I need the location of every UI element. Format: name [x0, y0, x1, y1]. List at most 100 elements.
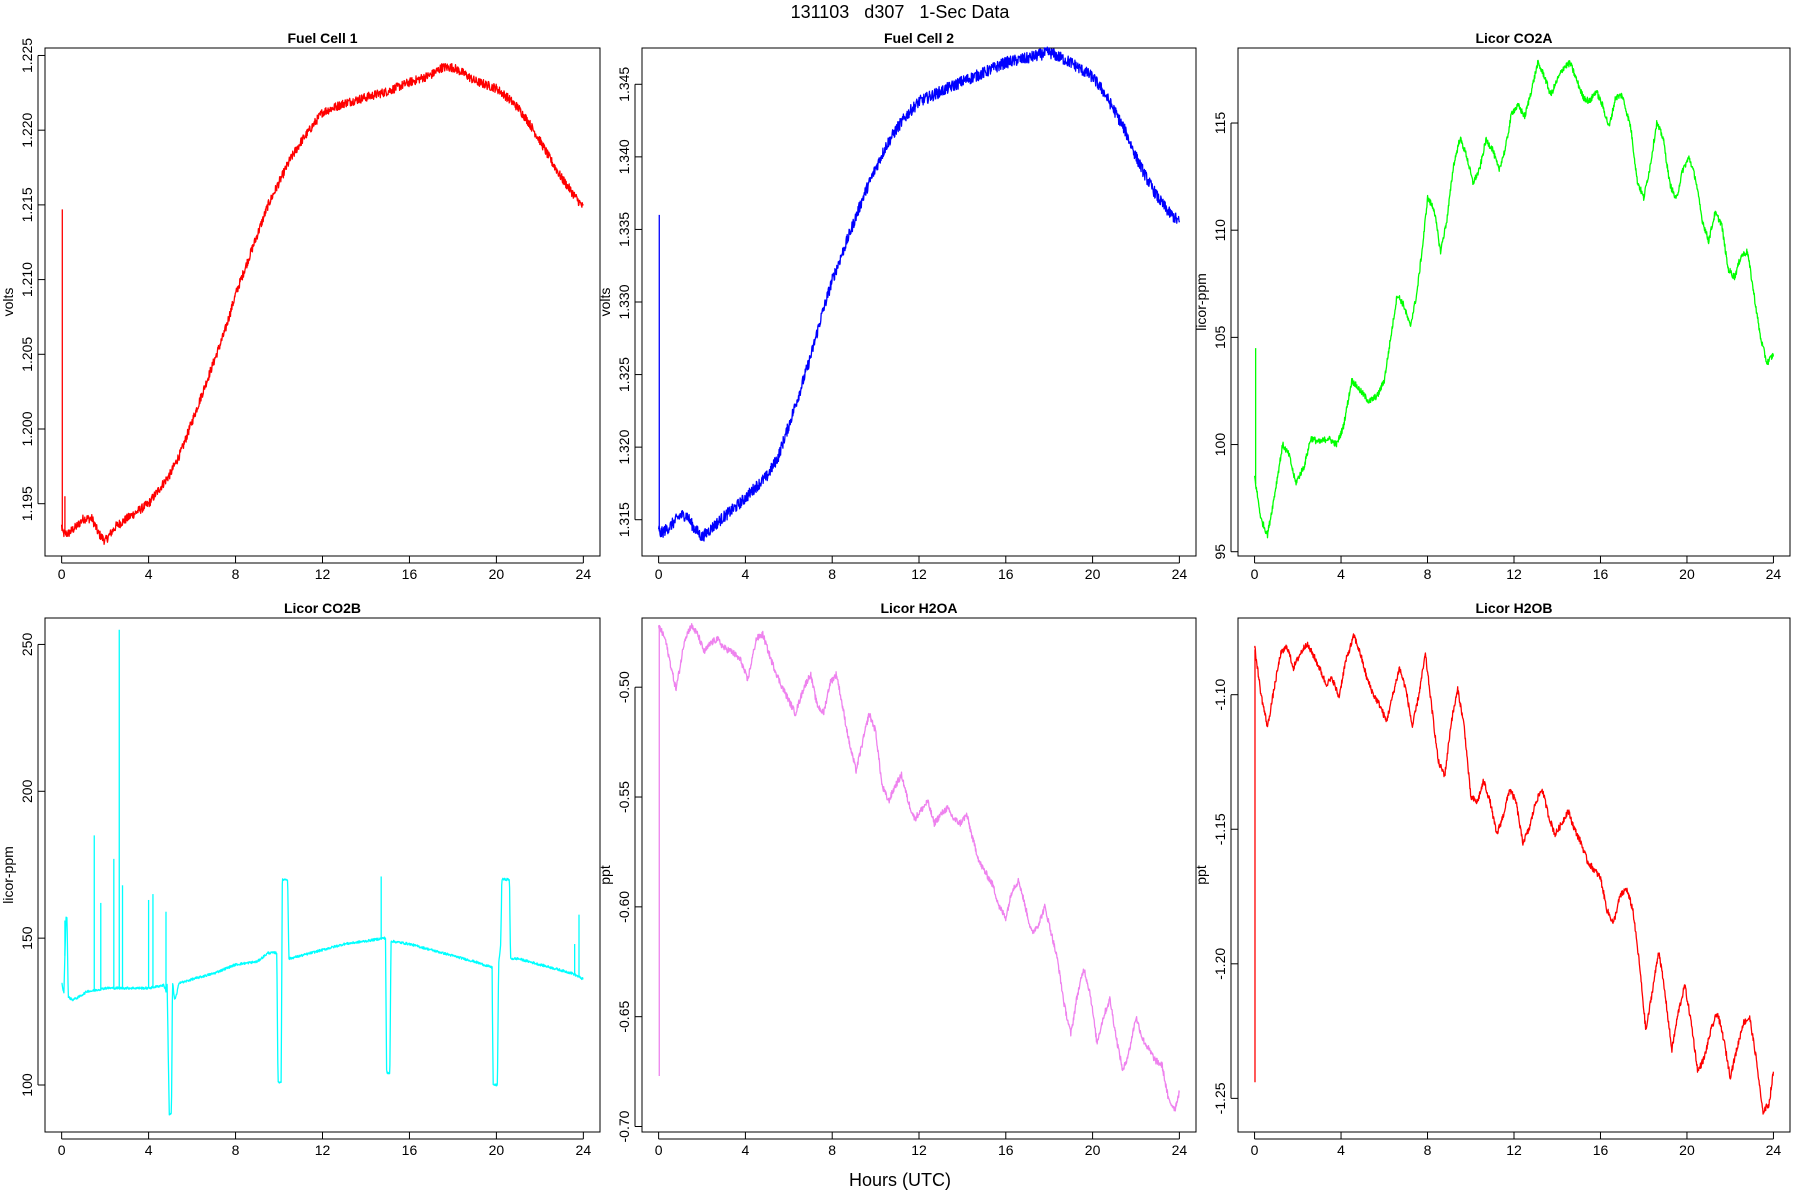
y-axis-label: ppt: [1193, 865, 1209, 885]
series-line-1: [60, 62, 584, 545]
y-axis-label: volts: [0, 288, 16, 317]
y-tick-label: 1.205: [19, 337, 35, 372]
chart-title: Fuel Cell 1: [287, 30, 357, 46]
x-tick-label: 24: [1172, 1142, 1188, 1158]
y-tick-label: 1.330: [616, 284, 632, 319]
y-tick-label: 1.345: [616, 67, 632, 102]
chart-panel-5: Licor H2OA ppt 0 4 8 12 16 20 24 -0.70 -0.65 -0.60 -…: [597, 600, 1197, 1158]
y-axis-label: ppt: [597, 865, 613, 885]
x-tick-label: 12: [911, 1142, 927, 1158]
y-tick-label: -0.55: [616, 781, 632, 813]
x-tick-label: 16: [998, 566, 1014, 582]
x-tick-label: 20: [489, 1142, 505, 1158]
plot-frame: [1237, 47, 1791, 557]
y-axis-label: volts: [597, 288, 613, 317]
x-tick-label: 12: [315, 1142, 331, 1158]
x-tick-label: 12: [1506, 1142, 1522, 1158]
x-tick-label: 4: [1337, 566, 1345, 582]
y-tick-label: 250: [19, 633, 35, 657]
x-axis-label: Hours (UTC): [849, 1170, 951, 1190]
x-tick-label: 4: [1337, 1142, 1345, 1158]
chart-title: Fuel Cell 2: [884, 30, 954, 46]
x-tick-label: 16: [1593, 566, 1609, 582]
y-tick-label: -1.25: [1212, 1082, 1228, 1114]
plot-frame: [44, 47, 601, 557]
x-tick-label: 20: [1085, 566, 1101, 582]
y-axis-label: licor-ppm: [1193, 273, 1209, 331]
x-tick-label: 4: [742, 566, 750, 582]
y-tick-label: 115: [1212, 112, 1228, 135]
chart-panel-6: Licor H2OB ppt 0 4 8 12 16 20 24 -1.25 -1.20 -1.15 -…: [1193, 600, 1791, 1158]
x-tick-label: 16: [1593, 1142, 1609, 1158]
x-tick-label: 8: [1424, 566, 1432, 582]
chart-title: Licor CO2A: [1475, 30, 1552, 46]
x-tick-label: 4: [742, 1142, 750, 1158]
x-tick-label: 8: [828, 566, 836, 582]
x-tick-label: 4: [145, 566, 153, 582]
series-line-1: [657, 46, 1181, 542]
x-tick-label: 24: [576, 1142, 592, 1158]
y-tick-label: 1.315: [616, 502, 632, 537]
x-tick-label: 24: [1172, 566, 1188, 582]
y-tick-label: 150: [19, 926, 35, 950]
x-tick-label: 16: [402, 566, 418, 582]
x-tick-label: 20: [489, 566, 505, 582]
y-tick-label: -1.15: [1212, 813, 1228, 845]
y-tick-label: 1.195: [19, 486, 35, 521]
x-tick-label: 8: [232, 1142, 240, 1158]
x-tick-label: 0: [655, 566, 663, 582]
y-tick-label: -1.10: [1212, 679, 1228, 711]
x-tick-label: 4: [145, 1142, 153, 1158]
y-tick-label: 1.210: [19, 262, 35, 297]
x-tick-label: 0: [58, 1142, 66, 1158]
x-tick-label: 8: [1424, 1142, 1432, 1158]
plot-frame: [641, 47, 1197, 557]
y-tick-label: 200: [19, 779, 35, 803]
figure-title: 131103 d307 1-Sec Data: [790, 2, 1010, 22]
y-tick-label: 1.320: [616, 429, 632, 464]
chart-title: Licor H2OA: [880, 600, 957, 616]
x-tick-label: 24: [1766, 1142, 1782, 1158]
plot-frame: [641, 617, 1197, 1133]
chart-title: Licor H2OB: [1475, 600, 1552, 616]
y-tick-label: -0.60: [616, 891, 632, 923]
chart-title: Licor CO2B: [284, 600, 361, 616]
x-tick-label: 20: [1679, 1142, 1695, 1158]
series-line-1: [1253, 59, 1775, 539]
chart-panel-3: Licor CO2A licor-ppm 0 4 8 12 16 20 24 95 100 105 11…: [1193, 30, 1791, 582]
y-tick-label: 110: [1212, 219, 1228, 242]
y-tick-label: 100: [19, 1073, 35, 1097]
y-tick-label: 1.335: [616, 212, 632, 247]
y-tick-label: 1.340: [616, 139, 632, 174]
x-tick-label: 20: [1085, 1142, 1101, 1158]
x-tick-label: 12: [911, 566, 927, 582]
chart-panel-4: Licor CO2B licor-ppm 0 4 8 12 16 20 24 100 150 200 2…: [0, 600, 601, 1158]
x-tick-label: 0: [1251, 1142, 1259, 1158]
x-tick-label: 16: [998, 1142, 1014, 1158]
y-axis-label: licor-ppm: [0, 846, 16, 904]
x-tick-label: 12: [1506, 566, 1522, 582]
series-line-1: [61, 877, 584, 1116]
y-tick-label: 105: [1212, 325, 1228, 349]
y-tick-label: 1.220: [19, 112, 35, 147]
x-tick-label: 8: [232, 566, 240, 582]
x-tick-label: 0: [655, 1142, 663, 1158]
y-tick-label: 95: [1212, 544, 1228, 560]
x-tick-label: 20: [1679, 566, 1695, 582]
series-line-1: [1253, 633, 1775, 1115]
chart-panel-2: Fuel Cell 2 volts 0 4 8 12 16 20 24 1.315 1.320 1.3…: [597, 30, 1197, 582]
y-tick-label: 1.225: [19, 38, 35, 73]
x-tick-label: 0: [1251, 566, 1259, 582]
plot-frame: [44, 617, 601, 1133]
x-tick-label: 16: [402, 1142, 418, 1158]
plot-frame: [1237, 617, 1791, 1133]
y-tick-label: 1.215: [19, 187, 35, 222]
x-tick-label: 8: [828, 1142, 836, 1158]
y-tick-label: -0.65: [616, 1001, 632, 1033]
x-tick-label: 24: [576, 566, 592, 582]
y-tick-label: -1.20: [1212, 948, 1228, 980]
y-tick-label: 1.325: [616, 357, 632, 392]
y-tick-label: 1.200: [19, 411, 35, 446]
x-tick-label: 12: [315, 566, 331, 582]
